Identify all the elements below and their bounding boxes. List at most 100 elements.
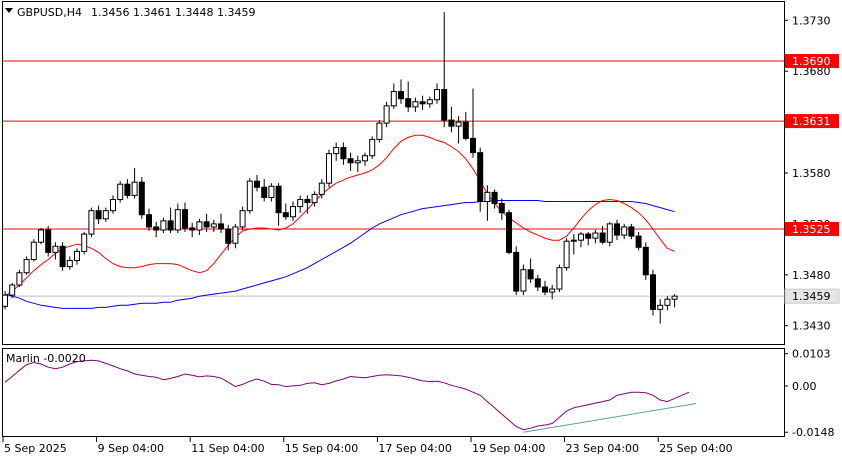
bull-candle-body bbox=[311, 193, 318, 204]
y-tick-label: 1.3730 bbox=[792, 14, 831, 27]
bear-candle-body bbox=[498, 203, 505, 214]
bear-candle-body bbox=[254, 180, 260, 188]
bull-candle-body bbox=[426, 99, 433, 105]
x-tick-label: 17 Sep 04:00 bbox=[378, 442, 451, 455]
bear-candle-body bbox=[462, 121, 469, 139]
bear-candle-body bbox=[491, 191, 498, 205]
bull-candle-body bbox=[16, 272, 23, 286]
bull-candle-body bbox=[326, 153, 332, 184]
level-price-tag bbox=[785, 54, 839, 69]
bear-candle-body bbox=[441, 89, 448, 121]
bull-candle-body bbox=[664, 298, 671, 306]
bull-candle-body bbox=[30, 241, 37, 261]
bear-candle-body bbox=[642, 246, 649, 276]
last-price-label: 1.3459 bbox=[792, 290, 831, 303]
ind-y-tick-label: -0.0148 bbox=[792, 426, 834, 439]
x-tick-label: 5 Sep 2025 bbox=[4, 442, 67, 455]
x-tick-label: 23 Sep 04:00 bbox=[566, 442, 639, 455]
bear-candle-body bbox=[650, 274, 656, 310]
bull-candle-body bbox=[354, 160, 361, 164]
bear-candle-body bbox=[347, 158, 354, 164]
bull-candle-body bbox=[174, 209, 181, 231]
bull-candle-body bbox=[333, 147, 340, 155]
bull-candle-body bbox=[383, 105, 390, 124]
bull-candle-body bbox=[606, 223, 613, 243]
bear-candle-body bbox=[203, 221, 210, 228]
bull-candle-body bbox=[239, 210, 246, 228]
bull-candle-body bbox=[232, 226, 239, 244]
bull-candle-body bbox=[563, 240, 570, 269]
bear-candle-body bbox=[218, 223, 224, 230]
bear-candle-body bbox=[513, 251, 520, 292]
bear-candle-body bbox=[477, 152, 484, 202]
bull-candle-body bbox=[455, 121, 462, 127]
bear-candle-body bbox=[124, 183, 131, 196]
indicator-trendline[interactable] bbox=[523, 402, 697, 433]
bull-candle-body bbox=[196, 221, 203, 231]
bull-candle-body bbox=[297, 198, 304, 208]
bull-candle-body bbox=[102, 210, 109, 220]
bear-candle-body bbox=[153, 226, 160, 231]
bull-candle-body bbox=[246, 180, 253, 212]
level-price-tag bbox=[785, 114, 839, 129]
indicator-title: Marlin -0.0020 bbox=[6, 352, 86, 365]
bull-candle-body bbox=[110, 198, 116, 212]
bull-candle-body bbox=[570, 239, 577, 242]
bear-candle-body bbox=[59, 245, 66, 268]
bull-candle-body bbox=[160, 220, 167, 231]
bear-candle-body bbox=[275, 185, 282, 214]
bull-candle-body bbox=[23, 259, 30, 274]
bear-candle-body bbox=[304, 198, 311, 204]
y-tick-label: 1.3580 bbox=[792, 167, 831, 180]
dropdown-triangle-icon[interactable] bbox=[5, 8, 13, 13]
bear-candle-body bbox=[225, 228, 232, 244]
bull-candle-body bbox=[434, 89, 440, 101]
bull-candle-body bbox=[66, 260, 73, 268]
bear-candle-body bbox=[614, 223, 620, 236]
bull-candle-body bbox=[671, 295, 678, 300]
bull-candle-body bbox=[117, 183, 124, 200]
x-tick-label: 25 Sep 04:00 bbox=[659, 442, 732, 455]
bull-candle-body bbox=[88, 210, 95, 235]
bull-candle-body bbox=[390, 91, 397, 107]
bear-candle-body bbox=[182, 209, 188, 229]
bull-candle-body bbox=[657, 304, 664, 310]
bear-candle-body bbox=[527, 269, 534, 280]
bull-candle-body bbox=[9, 284, 16, 296]
bull-candle-body bbox=[592, 232, 599, 239]
bear-candle-body bbox=[506, 212, 512, 253]
bear-candle-body bbox=[599, 232, 606, 243]
bear-candle-body bbox=[534, 278, 541, 288]
bull-candle-body bbox=[210, 223, 217, 228]
bull-candle-body bbox=[318, 182, 325, 195]
level-price-label: 1.3525 bbox=[792, 223, 831, 236]
x-tick-label: 15 Sep 04:00 bbox=[285, 442, 358, 455]
bull-candle-body bbox=[2, 294, 8, 307]
bear-candle-body bbox=[628, 226, 635, 237]
ind-y-tick-label: 0.00 bbox=[792, 380, 817, 393]
bull-candle-body bbox=[621, 226, 628, 236]
bull-candle-body bbox=[578, 233, 584, 241]
bull-candle-body bbox=[520, 269, 527, 292]
bull-candle-body bbox=[556, 267, 563, 290]
bull-candle-body bbox=[290, 206, 296, 218]
bull-candle-body bbox=[362, 155, 368, 162]
bear-candle-body bbox=[448, 119, 455, 127]
bear-candle-body bbox=[282, 212, 289, 218]
bear-candle-body bbox=[95, 210, 102, 220]
bull-candle-body bbox=[549, 288, 556, 293]
bear-candle-body bbox=[138, 181, 145, 216]
bear-candle-body bbox=[167, 220, 174, 231]
x-tick-label: 11 Sep 04:00 bbox=[191, 442, 264, 455]
y-tick-label: 1.3480 bbox=[792, 269, 831, 282]
blue-moving-average-line bbox=[4, 200, 675, 309]
bull-candle-body bbox=[412, 101, 419, 108]
bull-candle-body bbox=[369, 138, 376, 157]
bear-candle-body bbox=[405, 98, 412, 108]
bear-candle-body bbox=[261, 186, 268, 198]
bull-candle-body bbox=[268, 185, 275, 198]
bear-candle-body bbox=[585, 233, 592, 239]
level-price-label: 1.3690 bbox=[792, 55, 831, 68]
